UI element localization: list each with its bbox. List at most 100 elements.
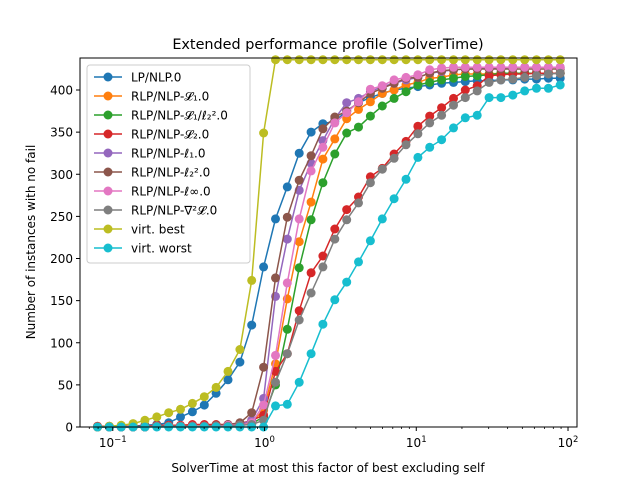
data-point bbox=[365, 55, 375, 65]
y-axis: 0 50 100 150 200 250 300 350 400 bbox=[50, 84, 80, 435]
legend-label: virt. worst bbox=[131, 242, 192, 256]
data-point bbox=[460, 85, 470, 95]
data-point bbox=[508, 90, 518, 100]
data-point bbox=[532, 62, 541, 72]
data-point bbox=[460, 93, 470, 103]
data-point bbox=[484, 55, 494, 65]
data-point bbox=[449, 55, 458, 65]
data-point bbox=[330, 224, 340, 234]
data-point bbox=[520, 62, 530, 72]
data-point bbox=[318, 55, 328, 65]
data-point bbox=[555, 80, 565, 90]
data-point bbox=[401, 87, 411, 97]
series-line bbox=[97, 72, 561, 428]
legend-label: RLP/NLP-∇²𝓛.0 bbox=[131, 204, 217, 218]
y-tick-label: 400 bbox=[50, 84, 73, 98]
data-point bbox=[425, 55, 435, 65]
data-point bbox=[389, 194, 399, 204]
data-point bbox=[354, 104, 363, 114]
legend-entry: RLP/NLP-ℓ₁.0 bbox=[94, 147, 205, 161]
data-point bbox=[306, 55, 316, 65]
data-point bbox=[449, 123, 458, 133]
data-point bbox=[140, 415, 150, 425]
legend-marker bbox=[103, 72, 113, 82]
data-point bbox=[543, 62, 553, 72]
data-point bbox=[532, 83, 541, 93]
data-point bbox=[187, 407, 197, 417]
data-point bbox=[401, 174, 411, 184]
data-point bbox=[211, 382, 221, 392]
y-axis-label: Number of instances with no fail bbox=[24, 145, 38, 340]
data-point bbox=[365, 178, 375, 188]
data-point bbox=[306, 151, 316, 161]
data-point bbox=[449, 93, 458, 103]
data-point bbox=[377, 214, 387, 224]
data-point bbox=[306, 197, 316, 207]
data-point bbox=[306, 166, 316, 176]
data-point bbox=[306, 268, 316, 278]
data-point bbox=[282, 349, 292, 359]
data-point bbox=[271, 273, 280, 283]
data-point bbox=[247, 275, 257, 285]
data-point bbox=[318, 154, 328, 164]
legend-label: LP/NLP.0 bbox=[131, 71, 181, 85]
data-point bbox=[496, 93, 506, 103]
data-point bbox=[472, 55, 482, 65]
legend-marker bbox=[103, 167, 113, 177]
data-point bbox=[342, 98, 352, 108]
data-point bbox=[437, 75, 447, 85]
legend-entry: RLP/NLP-𝓛₁/ℓ₂².0 bbox=[94, 109, 228, 123]
data-point bbox=[354, 55, 363, 65]
data-point bbox=[199, 392, 209, 402]
legend-marker bbox=[103, 205, 113, 215]
legend-entry: virt. best bbox=[94, 223, 185, 237]
data-point bbox=[282, 399, 292, 409]
data-point bbox=[472, 110, 482, 120]
data-point bbox=[294, 377, 304, 387]
legend-box bbox=[86, 64, 251, 264]
data-point bbox=[259, 128, 269, 138]
data-point bbox=[152, 412, 162, 422]
data-point bbox=[294, 55, 304, 65]
y-tick-label: 100 bbox=[50, 336, 73, 350]
data-point bbox=[271, 214, 280, 224]
data-point bbox=[472, 86, 482, 96]
y-tick-label: 250 bbox=[50, 210, 73, 224]
data-point bbox=[532, 55, 541, 65]
data-point bbox=[437, 110, 447, 120]
x-axis: 10−1 100 101 102 bbox=[88, 427, 579, 450]
data-point bbox=[401, 55, 411, 65]
data-point bbox=[532, 71, 541, 81]
y-tick-label: 300 bbox=[50, 168, 73, 182]
x-tick-label: 10−1 bbox=[99, 435, 127, 450]
data-point bbox=[437, 135, 447, 145]
data-point bbox=[354, 97, 363, 107]
legend-entry: RLP/NLP-ℓ₂².0 bbox=[94, 166, 210, 180]
series-line bbox=[97, 58, 561, 428]
data-point bbox=[223, 375, 233, 385]
data-point bbox=[449, 100, 458, 110]
data-point bbox=[187, 398, 197, 408]
data-point bbox=[401, 72, 411, 82]
legend-marker bbox=[103, 110, 113, 120]
data-point bbox=[306, 288, 316, 298]
data-point bbox=[425, 142, 435, 152]
data-point bbox=[294, 306, 304, 316]
data-point bbox=[235, 357, 245, 367]
data-point bbox=[164, 408, 174, 418]
data-point bbox=[365, 236, 375, 246]
data-point bbox=[413, 121, 423, 131]
data-point bbox=[365, 111, 375, 121]
legend-entry: LP/NLP.0 bbox=[94, 71, 181, 85]
data-point bbox=[555, 55, 565, 65]
data-point bbox=[176, 404, 185, 414]
data-point bbox=[543, 69, 553, 79]
data-point bbox=[342, 205, 352, 215]
data-point bbox=[413, 55, 423, 65]
x-tick-label: 101 bbox=[406, 435, 427, 450]
data-point bbox=[354, 257, 363, 267]
chart-title: Extended performance profile (SolverTime… bbox=[172, 37, 483, 53]
data-point bbox=[318, 251, 328, 261]
legend-entry: RLP/NLP-𝓛₁.0 bbox=[94, 90, 209, 104]
x-tick-label: 102 bbox=[558, 435, 579, 450]
